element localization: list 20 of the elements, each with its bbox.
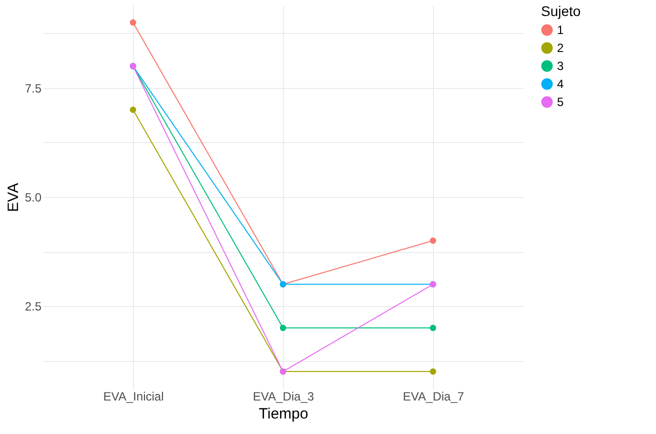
x-axis-title: Tiempo	[258, 406, 308, 422]
y-tick-label: 2.5	[24, 300, 42, 314]
x-tick-label: EVA_Inicial	[103, 390, 164, 404]
legend-label: 2	[557, 41, 564, 55]
legend-title: Sujeto	[541, 3, 581, 19]
y-tick-label: 5.0	[24, 190, 42, 204]
point	[430, 237, 436, 244]
y-tick-label: 7.5	[24, 81, 42, 96]
x-tick-label: EVA_Dia_7	[402, 390, 464, 404]
point	[130, 19, 136, 26]
legend-label: 5	[557, 95, 564, 109]
point	[430, 324, 436, 332]
legend-label: 4	[557, 77, 564, 91]
point	[280, 324, 286, 332]
legend-label: 3	[557, 59, 564, 73]
y-axis-title: EVA	[4, 183, 22, 212]
point	[130, 106, 136, 113]
x-tick-label: EVA_Dia_3	[252, 390, 314, 404]
legend-label: 1	[557, 23, 564, 37]
point	[430, 368, 436, 375]
